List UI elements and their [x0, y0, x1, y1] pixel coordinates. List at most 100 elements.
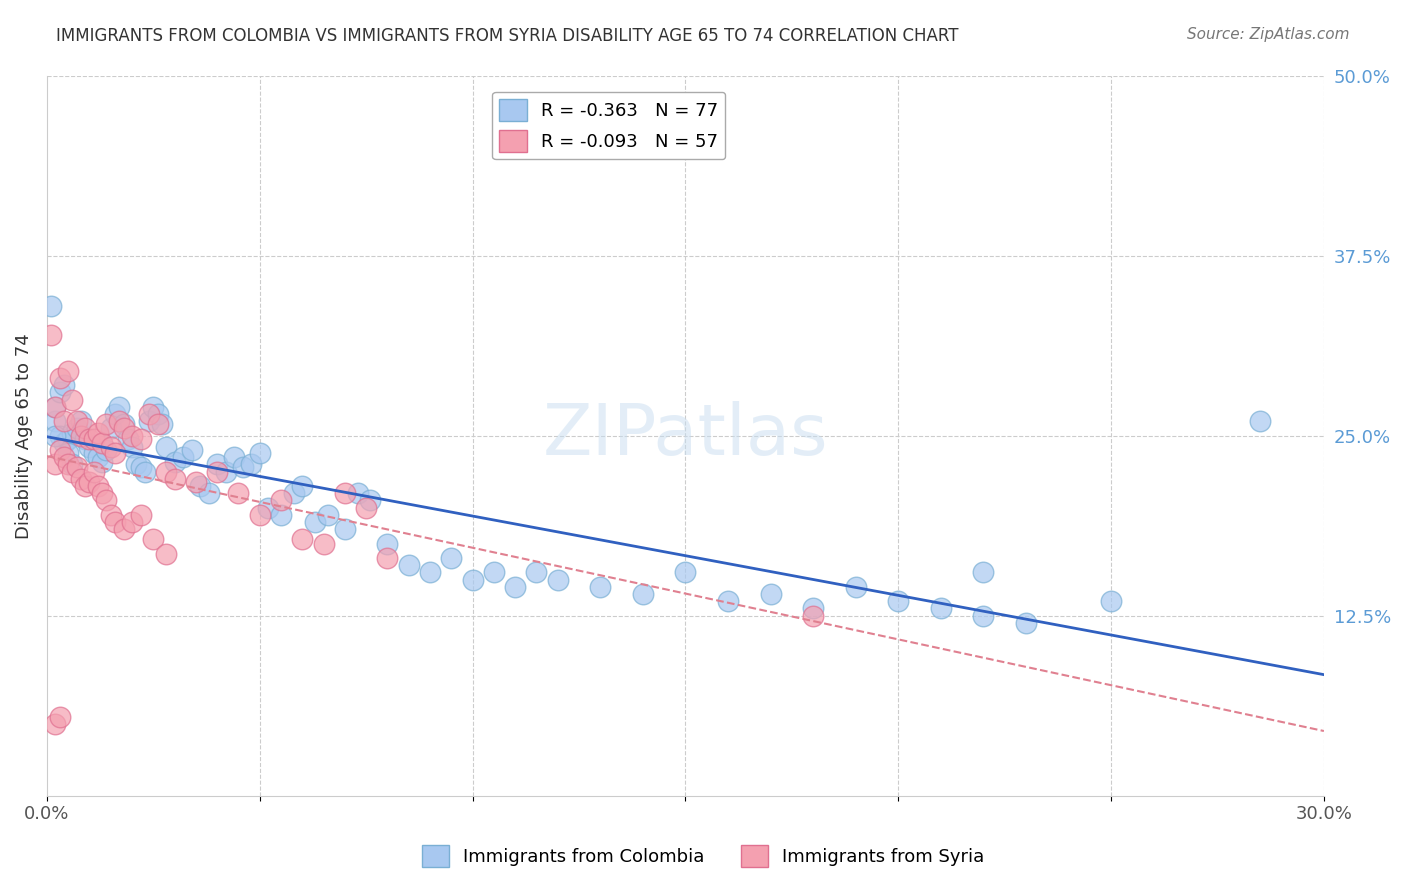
- Immigrants from Colombia: [163, 454, 186, 468]
- Immigrants from Colombia: [197, 486, 219, 500]
- Immigrants from Colombia: [150, 417, 173, 431]
- Immigrants from Syria: [39, 327, 62, 342]
- Immigrants from Colombia: [44, 414, 66, 428]
- Immigrants from Colombia: [398, 558, 420, 573]
- Immigrants from Colombia: [91, 454, 114, 468]
- Immigrants from Syria: [112, 421, 135, 435]
- Immigrants from Syria: [100, 508, 122, 522]
- Immigrants from Syria: [79, 432, 101, 446]
- Immigrants from Colombia: [44, 400, 66, 414]
- Immigrants from Colombia: [142, 400, 165, 414]
- Immigrants from Colombia: [112, 417, 135, 431]
- Immigrants from Syria: [62, 392, 84, 407]
- Immigrants from Colombia: [440, 551, 463, 566]
- Immigrants from Syria: [354, 500, 377, 515]
- Immigrants from Colombia: [146, 407, 169, 421]
- Immigrants from Syria: [70, 428, 93, 442]
- Immigrants from Syria: [44, 716, 66, 731]
- Immigrants from Colombia: [717, 594, 740, 608]
- Immigrants from Colombia: [205, 458, 228, 472]
- Immigrants from Syria: [291, 533, 314, 547]
- Immigrants from Syria: [75, 479, 97, 493]
- Immigrants from Syria: [91, 435, 114, 450]
- Immigrants from Syria: [83, 465, 105, 479]
- Immigrants from Colombia: [75, 432, 97, 446]
- Immigrants from Colombia: [316, 508, 339, 522]
- Immigrants from Colombia: [224, 450, 246, 465]
- Immigrants from Colombia: [333, 522, 356, 536]
- Immigrants from Syria: [163, 472, 186, 486]
- Immigrants from Colombia: [503, 580, 526, 594]
- Immigrants from Colombia: [249, 446, 271, 460]
- Immigrants from Colombia: [547, 573, 569, 587]
- Immigrants from Syria: [48, 371, 70, 385]
- Immigrants from Syria: [138, 407, 160, 421]
- Immigrants from Colombia: [108, 400, 131, 414]
- Immigrants from Syria: [142, 533, 165, 547]
- Immigrants from Colombia: [48, 428, 70, 442]
- Immigrants from Colombia: [1015, 615, 1038, 630]
- Immigrants from Syria: [48, 443, 70, 458]
- Immigrants from Syria: [228, 486, 250, 500]
- Immigrants from Syria: [56, 458, 79, 472]
- Immigrants from Syria: [104, 515, 127, 529]
- Y-axis label: Disability Age 65 to 74: Disability Age 65 to 74: [15, 333, 32, 539]
- Immigrants from Syria: [121, 428, 143, 442]
- Immigrants from Colombia: [96, 443, 118, 458]
- Immigrants from Colombia: [66, 421, 89, 435]
- Immigrants from Syria: [205, 465, 228, 479]
- Immigrants from Colombia: [232, 460, 254, 475]
- Immigrants from Colombia: [257, 500, 280, 515]
- Immigrants from Colombia: [801, 601, 824, 615]
- Immigrants from Colombia: [172, 450, 194, 465]
- Immigrants from Syria: [96, 493, 118, 508]
- Immigrants from Syria: [108, 414, 131, 428]
- Immigrants from Colombia: [52, 378, 75, 392]
- Immigrants from Colombia: [291, 479, 314, 493]
- Immigrants from Colombia: [56, 446, 79, 460]
- Immigrants from Colombia: [117, 432, 139, 446]
- Immigrants from Syria: [48, 709, 70, 723]
- Immigrants from Colombia: [87, 450, 110, 465]
- Immigrants from Colombia: [346, 486, 368, 500]
- Immigrants from Colombia: [631, 587, 654, 601]
- Immigrants from Syria: [96, 417, 118, 431]
- Text: ZIPatlas: ZIPatlas: [543, 401, 828, 470]
- Immigrants from Colombia: [972, 608, 994, 623]
- Immigrants from Colombia: [104, 407, 127, 421]
- Immigrants from Syria: [91, 486, 114, 500]
- Immigrants from Syria: [146, 417, 169, 431]
- Legend: Immigrants from Colombia, Immigrants from Syria: Immigrants from Colombia, Immigrants fro…: [415, 838, 991, 874]
- Immigrants from Colombia: [52, 435, 75, 450]
- Immigrants from Syria: [121, 515, 143, 529]
- Immigrants from Syria: [70, 472, 93, 486]
- Immigrants from Colombia: [56, 432, 79, 446]
- Immigrants from Syria: [270, 493, 292, 508]
- Immigrants from Colombia: [304, 515, 326, 529]
- Immigrants from Colombia: [461, 573, 484, 587]
- Immigrants from Syria: [155, 465, 177, 479]
- Immigrants from Syria: [249, 508, 271, 522]
- Immigrants from Colombia: [1099, 594, 1122, 608]
- Immigrants from Colombia: [759, 587, 782, 601]
- Immigrants from Colombia: [1249, 414, 1271, 428]
- Immigrants from Colombia: [155, 440, 177, 454]
- Immigrants from Colombia: [270, 508, 292, 522]
- Immigrants from Colombia: [134, 465, 156, 479]
- Immigrants from Syria: [112, 522, 135, 536]
- Immigrants from Colombia: [121, 440, 143, 454]
- Immigrants from Syria: [129, 432, 152, 446]
- Immigrants from Colombia: [887, 594, 910, 608]
- Immigrants from Colombia: [419, 566, 441, 580]
- Immigrants from Colombia: [215, 465, 238, 479]
- Immigrants from Colombia: [673, 566, 696, 580]
- Text: Source: ZipAtlas.com: Source: ZipAtlas.com: [1187, 27, 1350, 42]
- Immigrants from Syria: [129, 508, 152, 522]
- Immigrants from Colombia: [972, 566, 994, 580]
- Immigrants from Colombia: [526, 566, 548, 580]
- Immigrants from Syria: [87, 479, 110, 493]
- Immigrants from Colombia: [482, 566, 505, 580]
- Immigrants from Syria: [312, 537, 335, 551]
- Immigrants from Syria: [52, 450, 75, 465]
- Immigrants from Colombia: [377, 537, 399, 551]
